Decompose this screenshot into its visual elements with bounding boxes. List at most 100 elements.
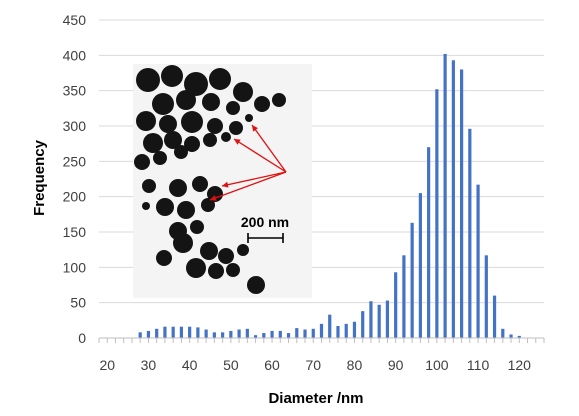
bar [394,272,398,338]
bar [319,323,324,338]
bar [212,332,216,338]
nanoparticle [272,93,286,107]
bar [138,332,142,338]
pointer-arrow-head [234,139,241,145]
bar [196,327,200,338]
bar [468,128,472,338]
pointer-arrow-line [221,171,287,187]
bar [484,255,488,338]
bar [278,330,282,338]
y-tick-label: 300 [63,118,87,134]
nanoparticle [143,133,163,153]
bar [418,193,422,338]
pointer-arrows [209,124,287,201]
scale-bar: 200 nm [241,214,289,243]
bar [352,321,357,338]
nanoparticle [136,111,156,131]
bar [517,335,521,338]
bar [311,328,315,338]
nanoparticle [221,132,231,142]
y-tick-label: 250 [63,153,87,169]
bar [155,328,159,338]
bar [171,326,175,338]
x-tick-label: 100 [425,357,449,373]
nanoparticle [245,114,253,122]
bar [336,325,340,338]
bar [385,300,390,338]
bar [410,222,414,338]
x-tick-label: 50 [223,357,239,373]
nanoparticle [233,82,253,102]
pointer-arrow-head [252,125,258,132]
nanoparticle [207,118,223,134]
nanoparticle [134,154,150,170]
nanoparticle [136,68,160,92]
pointer-arrow-head [222,181,229,188]
nanoparticle [202,93,220,111]
nanoparticles [134,65,286,294]
bar [509,334,513,338]
y-axis-title: Frequency [31,139,48,216]
x-axis: 20 30 40 50 60 70 80 90 100 110 120 [98,337,545,373]
nanoparticle [156,198,174,216]
bar [303,329,307,338]
nanoparticle [164,131,182,149]
bar [245,328,249,338]
bar [328,314,332,338]
nanoparticle [159,115,177,133]
nanoparticle [161,65,183,87]
nanoparticle [173,233,193,253]
nanoparticle [201,198,215,212]
x-tick-label: 110 [467,357,490,373]
nanoparticle [142,202,150,210]
bar [369,301,373,338]
x-tick-label: 20 [99,357,115,373]
bar [501,328,505,338]
bar [402,255,406,338]
nanoparticle [174,145,188,159]
bar [377,304,381,338]
nanoparticle [203,133,217,147]
bar [344,323,348,338]
bar [188,326,192,338]
nanoparticle [226,263,240,277]
bar [262,333,266,338]
nanoparticle [152,93,174,115]
y-tick-label: 350 [63,83,87,99]
nanoparticle [176,90,196,110]
nanoparticle [207,186,223,202]
y-axis: 0 50 100 150 200 250 300 350 400 450 [63,12,87,346]
bars [138,53,521,339]
bar [237,329,241,338]
nanoparticle [156,250,172,266]
bar [179,326,184,338]
nanoparticle [247,276,265,294]
bar [459,69,464,338]
scale-bar-label: 200 nm [241,214,289,230]
y-tick-label: 200 [63,189,87,205]
y-tick-label: 0 [78,330,86,346]
bar [443,53,447,339]
x-tick-label: 80 [347,357,363,373]
nanoparticle [200,242,218,260]
x-tick-label: 30 [141,357,157,373]
y-tick-label: 400 [63,47,87,63]
bar [427,147,431,338]
bar [476,184,480,338]
x-tick-label: 40 [182,357,198,373]
nanoparticle [218,248,234,264]
bar [286,333,291,338]
pointer-arrow-line [209,171,287,201]
x-tick-label: 120 [508,357,532,373]
y-tick-label: 100 [63,259,87,275]
nanoparticle [209,68,231,90]
nanoparticle [229,121,243,135]
x-tick-label: 60 [264,357,280,373]
pointer-arrow-line [233,138,287,173]
y-tick-label: 450 [63,12,87,28]
nanoparticle [153,151,167,165]
bar [221,332,225,338]
nanoparticle [237,244,249,256]
bar [361,311,365,338]
x-tick-label: 70 [305,357,321,373]
